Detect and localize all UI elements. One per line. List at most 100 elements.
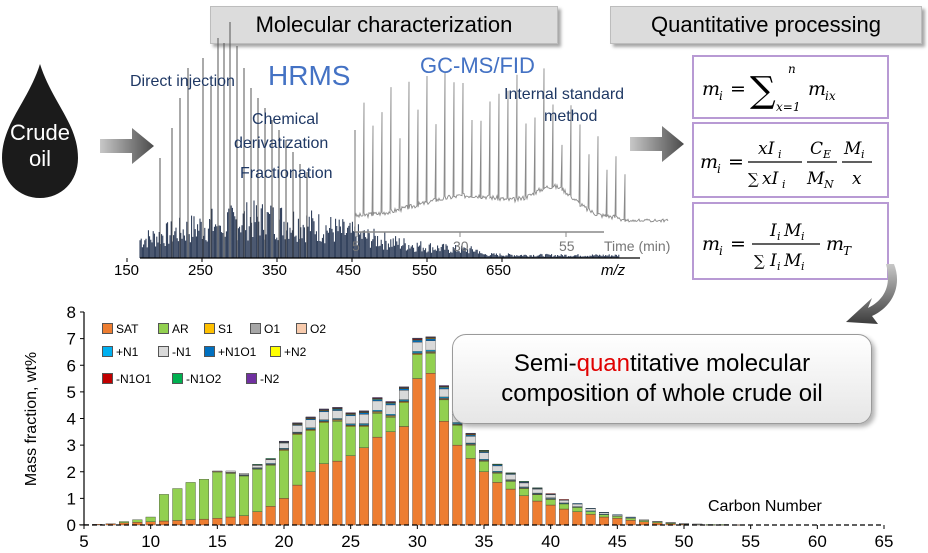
bar-segment-minus-n1 (505, 474, 516, 480)
legend-label: O1 (264, 322, 281, 336)
bar-segment-ar (132, 519, 143, 523)
bar-segment-sat (439, 420, 449, 526)
legend-swatch (102, 323, 113, 334)
legend-swatch (158, 323, 169, 334)
legend-item-minus-n2: -N2 (246, 372, 279, 386)
bar-segment-ar (265, 464, 276, 507)
bar-segment-minus-n1o1 (559, 499, 569, 501)
svg-text:m: m (702, 78, 720, 100)
bar-segment-minus-n2 (425, 336, 436, 338)
bar-segment-minus-n1 (279, 442, 289, 449)
bar-segment-ar (572, 506, 583, 512)
arrow-right-icon-2 (630, 126, 684, 162)
formula-sum-equation: mi = ∑ n x=1 mix (702, 62, 836, 114)
legend-swatch (204, 323, 215, 334)
time-tick: 5 (352, 238, 360, 254)
bar-segment-minus-n1o2 (492, 463, 503, 465)
bar-segment-ar (345, 426, 356, 456)
bar-segment-sat (399, 426, 409, 526)
legend-label: -N1O1 (116, 372, 152, 386)
legend-label: -N2 (260, 372, 280, 386)
bar-segment-sat (505, 488, 516, 526)
bar-segment-minus-n2 (372, 397, 383, 399)
bar-segment-ar (399, 402, 409, 427)
svg-text:ix: ix (825, 89, 836, 103)
bar-segment-sat (412, 378, 423, 526)
svg-text:i: i (777, 230, 781, 243)
legend-item-plus-n1o1: +N1O1 (204, 345, 256, 359)
svg-text:∑: ∑ (748, 170, 759, 188)
bar-segment-sat (612, 518, 623, 526)
time-axis-label: Time (min) (604, 238, 671, 254)
svg-text:n: n (788, 62, 796, 76)
x-tick-label: 35 (475, 532, 494, 551)
bar-segment-ar (532, 494, 543, 502)
bar-segment-minus-n1 (332, 410, 343, 419)
svg-text:M: M (843, 139, 862, 159)
svg-text:xI: xI (762, 169, 779, 189)
bar-segment-ar (479, 460, 489, 472)
bar-segment-ar (225, 472, 236, 518)
legend-label: S1 (218, 322, 233, 336)
bar-segment-ar (612, 516, 623, 519)
bar-segment-sat (305, 471, 316, 526)
mz-tick: 450 (336, 262, 362, 279)
mz-tick: 550 (412, 262, 438, 279)
bar-segment-plusminus-n1o1 (599, 512, 609, 513)
bar-segment-ar (452, 424, 463, 446)
legend-swatch (172, 373, 183, 384)
legend-item-plus-n1: +N1 (102, 345, 138, 359)
bar-segment-sat (292, 484, 303, 526)
legend-label: -N1 (172, 345, 192, 359)
bar-segment-minus-n1 (345, 415, 356, 425)
bar-segment-minus-n1 (572, 503, 583, 507)
legend-item-s1: S1 (204, 322, 233, 336)
bar-segment-minus-n1o2 (505, 472, 516, 474)
svg-text:x=1: x=1 (776, 100, 800, 114)
mz-axis-label: m/z (601, 262, 626, 279)
bar-segment-minus-n1 (239, 473, 249, 475)
y-tick-label: 8 (67, 303, 76, 322)
svg-text:m: m (808, 78, 826, 100)
bar-segment-ar (505, 480, 516, 490)
chromatogram-trace (354, 68, 669, 224)
chart-x-label: Carbon Number (708, 498, 822, 515)
gcms-label: GC-MS/FID (420, 53, 535, 78)
quantitative-processing-title: Quantitative processing (610, 6, 922, 44)
svg-text:i: i (777, 260, 781, 273)
hrms-label: HRMS (268, 60, 351, 91)
bar-segment-ar (559, 503, 569, 510)
y-tick-label: 3 (67, 436, 76, 455)
bar-segment-ar (639, 520, 649, 522)
bar-segment-sat (359, 447, 369, 526)
legend-item-plus-n2: +N2 (270, 345, 306, 359)
legend-swatch (296, 323, 307, 334)
bar-segment-sat (199, 518, 209, 526)
svg-text:i: i (719, 89, 723, 103)
bar-segment-sat (385, 431, 396, 526)
bar-segment-ar (212, 471, 223, 519)
bar-segment-ar (545, 498, 556, 506)
x-tick-label: 30 (408, 532, 427, 551)
bar-segment-minus-n1 (305, 419, 316, 428)
svg-text:=: = (730, 233, 746, 255)
molecular-characterization-title: Molecular characterization (210, 6, 558, 44)
bar-segment-minus-n2 (305, 416, 316, 418)
bar-segment-minus-n1 (559, 500, 569, 504)
legend-label: +N1O1 (218, 345, 257, 359)
y-tick-label: 5 (67, 383, 76, 402)
svg-text:∑: ∑ (754, 252, 765, 270)
legend-swatch (158, 346, 169, 357)
bar-segment-minus-n1 (439, 388, 449, 398)
time-tick: 55 (559, 238, 575, 254)
bar-segment-minus-n2 (412, 337, 423, 339)
svg-text:T: T (843, 244, 852, 258)
svg-text:i: i (782, 178, 786, 191)
crude-oil-label-line2: oil (28, 146, 51, 171)
bar-segment-minus-n1 (665, 522, 676, 524)
hrms-mass-spectrum (126, 22, 640, 262)
bar-segment-minus-n1 (479, 452, 489, 460)
bar-segment-sat (279, 498, 289, 526)
